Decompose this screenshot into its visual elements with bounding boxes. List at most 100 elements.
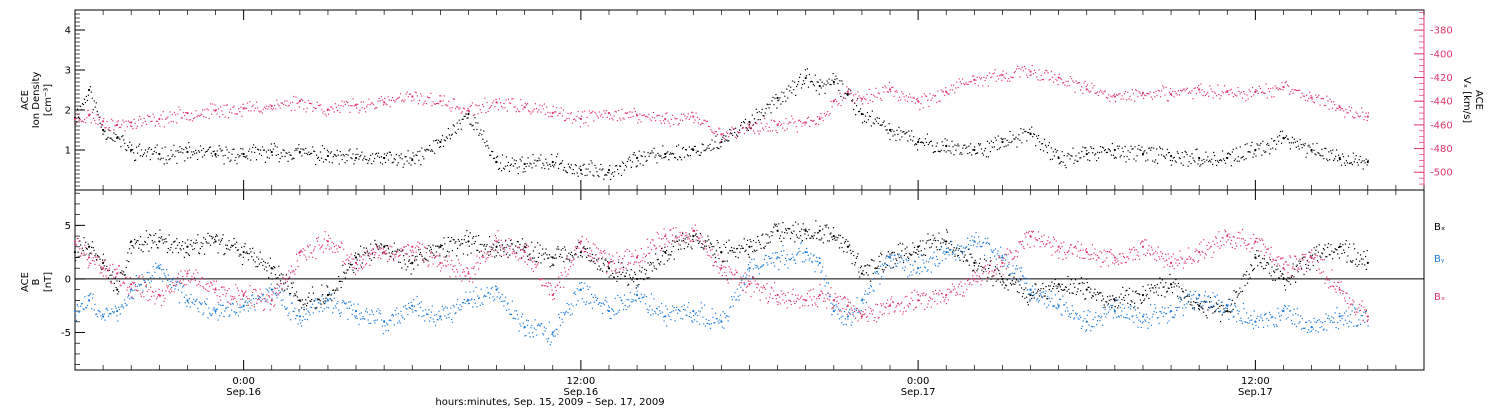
sample-point	[602, 168, 604, 170]
sample-point	[937, 150, 939, 152]
sample-point	[1267, 88, 1269, 90]
sample-point	[189, 146, 191, 148]
data-point	[242, 251, 245, 254]
sample-point	[638, 283, 640, 286]
sample-point	[1039, 79, 1041, 81]
sample-point	[1236, 95, 1238, 97]
sample-point	[503, 102, 505, 105]
sample-point	[1040, 74, 1042, 77]
sample-point	[1090, 297, 1093, 299]
sample-point	[381, 99, 384, 101]
sample-point	[365, 252, 367, 254]
data-point	[1113, 309, 1116, 313]
sample-point	[247, 310, 250, 312]
sample-point	[559, 162, 562, 165]
sample-point	[664, 246, 666, 248]
sample-point	[1223, 308, 1225, 310]
sample-point	[338, 312, 341, 315]
sample-point	[859, 97, 861, 99]
sample-point	[415, 154, 417, 156]
sample-point	[472, 114, 475, 116]
data-point	[1113, 299, 1116, 302]
data-point	[1057, 304, 1060, 307]
sample-point	[122, 135, 124, 137]
sample-point	[145, 155, 148, 157]
sample-point	[251, 151, 253, 153]
sample-point	[1148, 297, 1150, 300]
sample-point	[665, 112, 667, 115]
sample-point	[444, 315, 446, 317]
sample-point	[407, 96, 409, 98]
sample-point	[881, 254, 883, 256]
sample-point	[360, 266, 363, 268]
sample-point	[80, 120, 82, 122]
sample-point	[209, 146, 211, 148]
sample-point	[969, 253, 971, 255]
sample-point	[130, 151, 132, 153]
sample-point	[406, 253, 408, 255]
sample-point	[757, 119, 759, 121]
sample-point	[192, 302, 194, 304]
sample-point	[264, 161, 267, 163]
sample-point	[1028, 69, 1030, 71]
sample-point	[160, 157, 162, 159]
sample-point	[721, 260, 723, 263]
sample-point	[610, 114, 612, 116]
sample-point	[988, 264, 991, 267]
sample-point	[1120, 293, 1122, 295]
sample-point	[189, 119, 191, 121]
sample-point	[860, 265, 862, 267]
sample-point	[386, 104, 388, 106]
sample-point	[885, 129, 887, 131]
sample-point	[177, 244, 179, 246]
sample-point	[387, 96, 389, 98]
sample-point	[616, 168, 619, 171]
sample-point	[1086, 281, 1088, 284]
sample-point	[1209, 296, 1212, 299]
sample-point	[698, 241, 701, 243]
data-point	[1001, 140, 1004, 144]
sample-point	[617, 261, 620, 263]
sample-point	[424, 149, 426, 151]
sample-point	[287, 314, 289, 317]
sample-point	[201, 302, 203, 304]
sample-point	[1300, 267, 1303, 269]
sample-point	[429, 250, 431, 252]
sample-point	[112, 120, 114, 122]
sample-point	[1281, 81, 1283, 84]
sample-point	[402, 166, 404, 168]
sample-point	[759, 243, 761, 246]
sample-point	[189, 243, 191, 246]
sample-point	[884, 262, 886, 264]
sample-point	[128, 298, 131, 300]
sample-point	[203, 253, 206, 255]
sample-point	[915, 98, 918, 101]
data-point	[354, 256, 358, 259]
sample-point	[893, 251, 895, 254]
sample-point	[1001, 284, 1003, 286]
sample-point	[324, 158, 327, 161]
sample-point	[1230, 88, 1232, 90]
sample-point	[789, 228, 791, 230]
sample-point	[1182, 290, 1184, 292]
sample-point	[1158, 287, 1160, 289]
sample-point	[733, 128, 735, 130]
sample-point	[749, 127, 751, 130]
sample-point	[753, 118, 755, 120]
sample-point	[764, 117, 766, 120]
sample-point	[920, 141, 923, 143]
sample-point	[78, 117, 81, 119]
sample-point	[148, 146, 150, 149]
sample-point	[1335, 109, 1337, 112]
sample-point	[1268, 91, 1271, 93]
sample-point	[193, 298, 195, 301]
data-point	[495, 245, 498, 248]
sample-point	[715, 135, 717, 137]
sample-point	[176, 282, 178, 284]
sample-point	[564, 170, 567, 172]
sample-point	[941, 141, 943, 143]
sample-point	[334, 154, 336, 156]
sample-point	[1050, 70, 1052, 73]
sample-point	[325, 301, 327, 303]
sample-point	[209, 103, 212, 105]
